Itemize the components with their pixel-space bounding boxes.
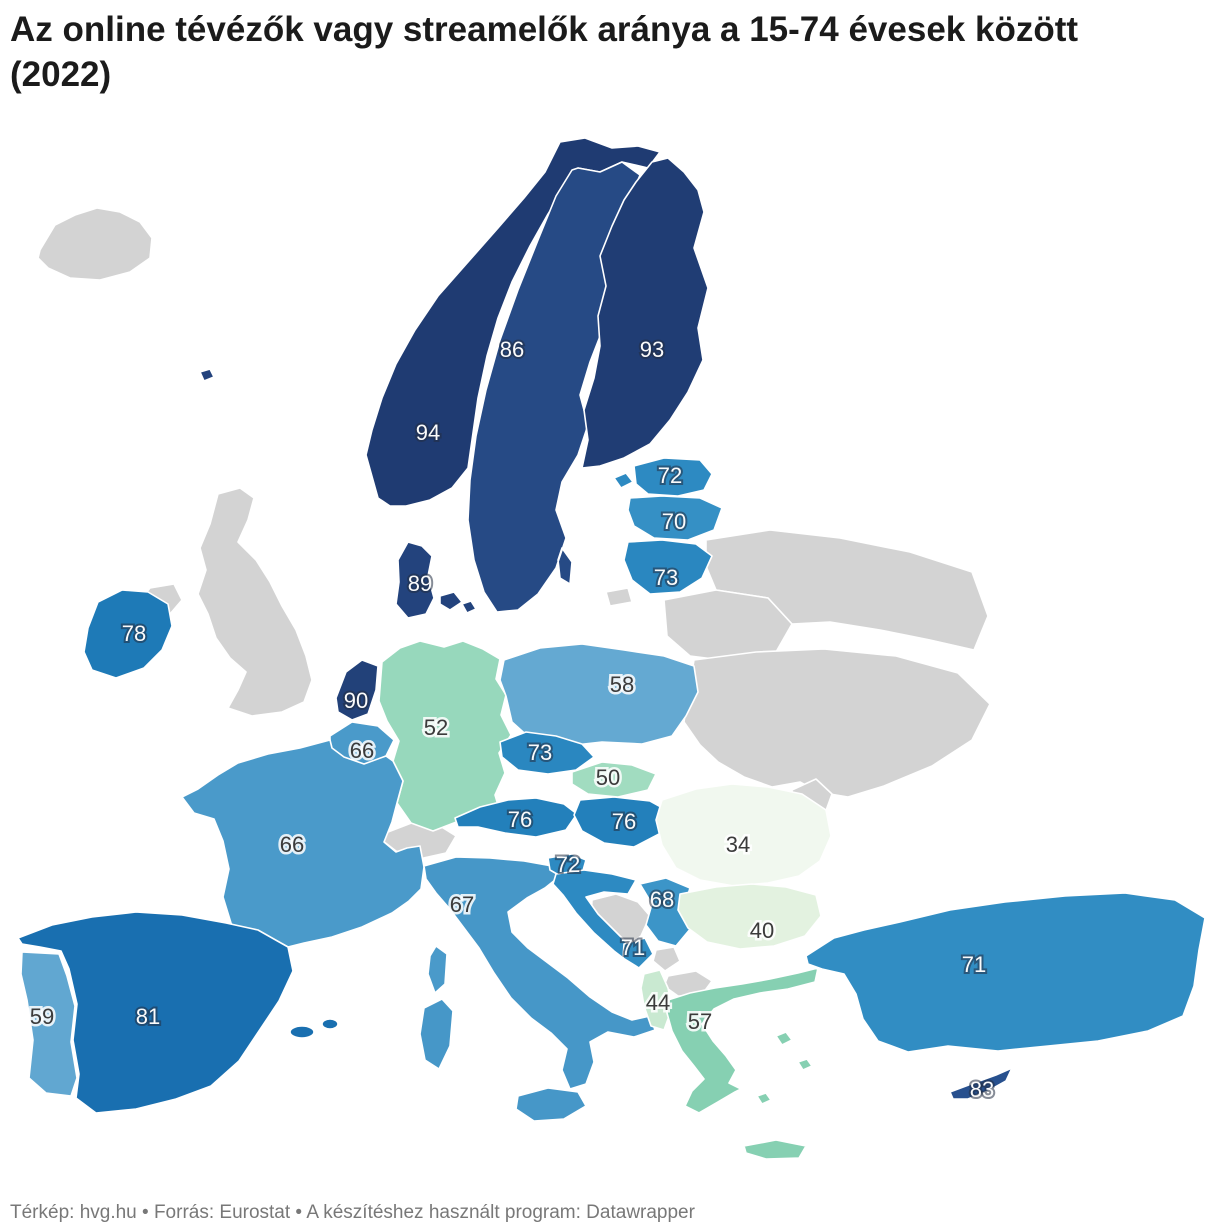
country-italy[interactable] (419, 856, 656, 1122)
value-label-italy: 67 (450, 892, 474, 917)
country-denmark[interactable] (395, 541, 477, 619)
value-label-sweden: 86 (500, 337, 524, 362)
country-iceland[interactable] (37, 207, 153, 281)
value-label-ireland: 78 (122, 621, 146, 646)
value-label-france: 66 (280, 832, 304, 857)
country-serbia[interactable] (639, 877, 692, 947)
value-label-norway: 94 (416, 420, 440, 445)
country-bulgaria[interactable] (677, 883, 822, 950)
value-label-greece: 57 (688, 1009, 712, 1034)
value-label-germany: 52 (424, 715, 448, 740)
value-label-austria: 76 (508, 807, 532, 832)
value-label-latvia: 70 (662, 509, 686, 534)
value-label-bulgaria: 40 (750, 918, 774, 943)
country-poland[interactable] (499, 643, 699, 747)
country-slovakia[interactable] (571, 761, 657, 798)
value-label-denmark: 89 (408, 571, 432, 596)
country-finland[interactable] (581, 157, 709, 469)
country-estonia[interactable] (613, 457, 713, 497)
country-value-labels: 94 86 93 89 90 72 70 73 78 58 52 66 73 50 76 76 66 72 67 68… (27, 335, 996, 1104)
country-kaliningrad[interactable] (605, 587, 633, 607)
country-cyprus[interactable] (949, 1067, 1013, 1100)
country-romania[interactable] (655, 783, 832, 887)
value-label-serbia: 68 (650, 887, 674, 912)
value-label-poland: 58 (610, 672, 634, 697)
country-faroe-islands[interactable] (199, 368, 215, 382)
value-label-albania: 44 (646, 990, 670, 1015)
country-united-kingdom[interactable] (141, 487, 313, 717)
country-austria[interactable] (454, 797, 578, 838)
value-label-portugal: 59 (30, 1004, 54, 1029)
country-czechia[interactable] (499, 731, 595, 775)
value-label-slovakia: 50 (596, 765, 620, 790)
value-label-netherlands: 90 (344, 688, 368, 713)
country-lithuania[interactable] (623, 539, 713, 595)
value-label-belgium: 66 (350, 738, 374, 763)
value-label-estonia: 72 (658, 463, 682, 488)
value-label-romania: 34 (726, 832, 750, 857)
value-label-slovenia: 72 (556, 852, 580, 877)
country-spain[interactable] (17, 911, 339, 1114)
value-label-montenegro: 71 (621, 935, 645, 960)
value-label-hungary: 76 (612, 809, 636, 834)
country-croatia[interactable] (552, 869, 647, 968)
value-label-finland: 93 (640, 337, 664, 362)
country-kosovo[interactable] (652, 946, 681, 972)
country-turkey[interactable] (805, 892, 1206, 1053)
country-albania[interactable] (640, 969, 673, 1031)
country-montenegro[interactable] (622, 937, 654, 969)
country-norway[interactable] (365, 137, 661, 507)
value-label-turkey: 71 (962, 952, 986, 977)
attribution-footer: Térkép: hvg.hu • Forrás: Eurostat • A ké… (10, 1202, 695, 1223)
value-label-czechia: 73 (528, 740, 552, 765)
country-ireland[interactable] (83, 589, 173, 679)
country-hungary[interactable] (573, 796, 671, 848)
country-netherlands[interactable] (335, 659, 379, 721)
country-ukraine[interactable] (683, 648, 991, 798)
country-latvia[interactable] (627, 495, 723, 541)
value-label-cyprus: 83 (970, 1077, 994, 1102)
country-greece[interactable] (666, 967, 819, 1160)
country-portugal[interactable] (20, 951, 78, 1097)
value-label-spain: 81 (136, 1004, 160, 1029)
page-title: Az online tévézők vagy streamelők aránya… (10, 10, 1079, 94)
value-label-lithuania: 73 (654, 565, 678, 590)
